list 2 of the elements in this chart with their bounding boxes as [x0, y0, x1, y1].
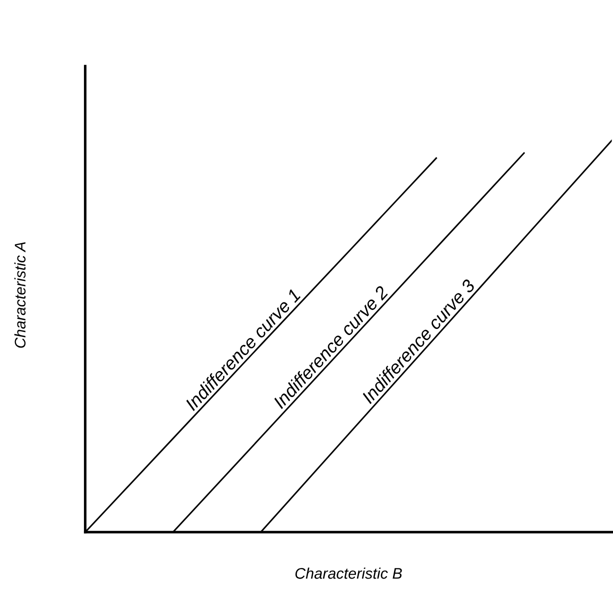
y-axis-title: Characteristic A [14, 242, 26, 348]
x-axis-title: Characteristic B [295, 568, 402, 579]
